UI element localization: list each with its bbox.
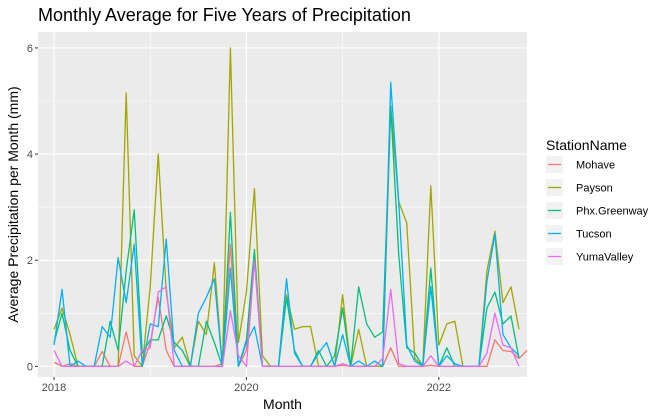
chart-title: Monthly Average for Five Years of Precip…: [38, 5, 411, 25]
series-line-phx-greenway: [53, 105, 520, 368]
x-tick-label: 2022: [427, 382, 451, 394]
y-tick-label: 2: [27, 255, 33, 267]
legend-item: Phx.Greenway: [546, 202, 649, 219]
y-tick-label: 0: [27, 361, 33, 373]
legend-item: YumaValley: [546, 248, 634, 265]
x-tick-label: 2018: [42, 382, 66, 394]
legend-item: Payson: [546, 179, 613, 196]
y-axis-title: Average Precipitation per Month (mm): [5, 86, 21, 322]
legend-label: Tucson: [576, 229, 612, 241]
y-tick-label: 6: [27, 43, 33, 55]
legend-item: Tucson: [546, 225, 612, 242]
series-line-tucson: [53, 81, 520, 368]
series-line-yumavalley: [53, 259, 520, 368]
x-axis: 2018 2020 2022: [42, 377, 451, 394]
legend-label: YumaValley: [576, 252, 634, 264]
legend-label: Mohave: [576, 160, 615, 172]
x-tick-label: 2020: [234, 382, 258, 394]
y-tick-label: 4: [27, 149, 33, 161]
legend-label: Payson: [576, 183, 613, 195]
legend-item: Mohave: [546, 156, 615, 173]
legend-title: StationName: [546, 137, 627, 153]
y-axis: 0 2 4 6: [27, 43, 38, 373]
legend-label: Phx.Greenway: [576, 206, 649, 218]
x-axis-title: Month: [263, 396, 302, 412]
grid-lines: [38, 32, 527, 377]
legend: StationName Mohave Payson Phx.Greenway Tucs…: [546, 137, 649, 265]
series-lines: [53, 47, 528, 368]
